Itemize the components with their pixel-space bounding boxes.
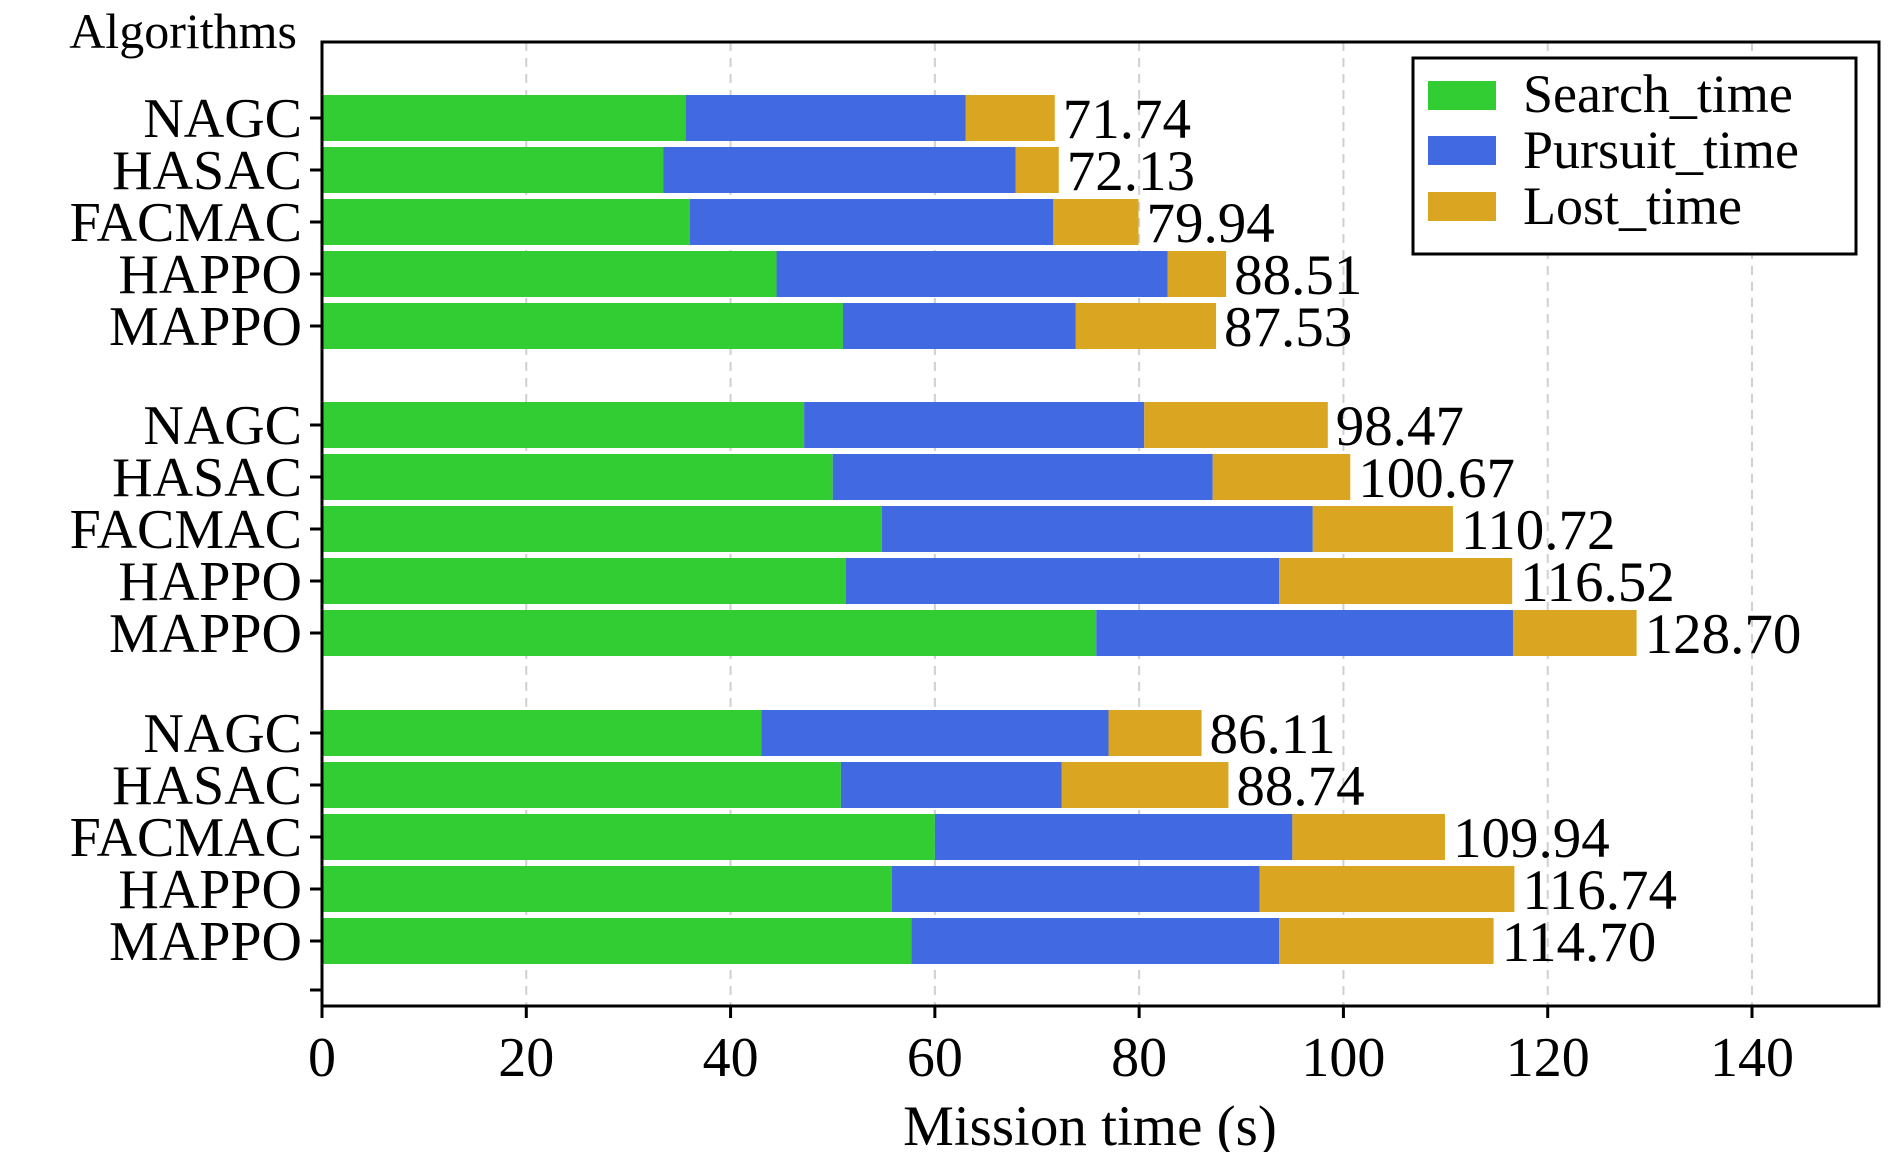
plot-frame	[320, 40, 1881, 1008]
bar-lost-g3-happo	[1259, 866, 1515, 912]
bar-lost-g2-hasac	[1212, 454, 1351, 500]
bar-pursuit-g2-nagc	[804, 402, 1145, 448]
category-label-g3-facmac: FACMAC	[70, 807, 302, 869]
bar-pursuit-g3-mappo	[911, 918, 1280, 964]
total-label-g2-facmac: 110.72	[1461, 499, 1616, 562]
category-label-g3-happo: HAPPO	[118, 859, 302, 921]
bar-lost-g2-mappo	[1512, 610, 1637, 656]
bar-lost-g1-happo	[1167, 251, 1227, 297]
bar-search-g2-hasac	[322, 454, 833, 500]
x-tick-label-140: 140	[1710, 1027, 1794, 1089]
bar-search-g1-hasac	[322, 147, 664, 193]
category-label-g3-mappo: MAPPO	[109, 911, 302, 973]
y-axis-ticks: NAGCHASACFACMACHAPPOMAPPONAGCHASACFACMAC…	[70, 88, 322, 992]
category-label-g1-nagc: NAGC	[143, 88, 302, 150]
x-tick-label-60: 60	[907, 1027, 963, 1089]
bar-pursuit-g2-happo	[845, 558, 1280, 604]
category-label-g2-hasac: HASAC	[112, 447, 302, 509]
bar-lost-g3-facmac	[1292, 814, 1445, 860]
bar-pursuit-g3-happo	[891, 866, 1260, 912]
bar-search-g2-mappo	[322, 610, 1097, 656]
category-label-g2-happo: HAPPO	[118, 551, 302, 613]
bar-pursuit-g1-happo	[776, 251, 1168, 297]
bar-lost-g3-mappo	[1279, 918, 1494, 964]
total-label-g1-hasac: 72.13	[1067, 140, 1195, 203]
total-label-g3-hasac: 88.74	[1236, 755, 1364, 818]
total-label-g2-nagc: 98.47	[1336, 395, 1464, 458]
bar-lost-g1-facmac	[1053, 199, 1139, 245]
total-label-g2-mappo: 128.70	[1645, 603, 1802, 666]
legend: Search_time Pursuit_time Lost_time	[1411, 56, 1858, 256]
bar-lost-g3-nagc	[1108, 710, 1202, 756]
bar-lost-g1-nagc	[965, 95, 1055, 141]
y-axis-title: Algorithms	[69, 3, 297, 59]
bar-pursuit-g2-mappo	[1096, 610, 1513, 656]
bar-search-g1-nagc	[322, 95, 686, 141]
bar-lost-g2-happo	[1279, 558, 1513, 604]
bar-search-g2-nagc	[322, 402, 805, 448]
total-label-g2-hasac: 100.67	[1358, 447, 1515, 510]
category-label-g1-hasac: HASAC	[112, 140, 302, 202]
bar-search-g2-facmac	[322, 506, 882, 552]
legend-swatch-search	[1428, 81, 1496, 110]
bar-search-g1-facmac	[322, 199, 690, 245]
x-tick-label-40: 40	[703, 1027, 759, 1089]
bar-lost-g2-nagc	[1144, 402, 1328, 448]
bar-pursuit-g2-hasac	[832, 454, 1213, 500]
bar-pursuit-g3-facmac	[934, 814, 1293, 860]
legend-label-pursuit: Pursuit_time	[1523, 120, 1799, 180]
category-label-g3-nagc: NAGC	[143, 703, 302, 765]
total-label-g3-mappo: 114.70	[1502, 911, 1657, 974]
x-tick-label-120: 120	[1506, 1027, 1590, 1089]
legend-swatch-pursuit	[1428, 136, 1496, 165]
total-label-g3-facmac: 109.94	[1453, 807, 1610, 870]
category-label-g1-facmac: FACMAC	[70, 192, 302, 254]
bar-pursuit-g1-nagc	[685, 95, 966, 141]
bar-search-g3-mappo	[322, 918, 912, 964]
total-label-g1-happo: 88.51	[1234, 244, 1362, 307]
legend-label-search: Search_time	[1523, 64, 1793, 124]
bar-pursuit-g1-mappo	[842, 303, 1076, 349]
bar-lost-g1-mappo	[1075, 303, 1217, 349]
bar-pursuit-g3-nagc	[761, 710, 1109, 756]
total-label-g3-happo: 116.74	[1522, 859, 1677, 922]
bar-search-g3-facmac	[322, 814, 935, 860]
legend-label-lost: Lost_time	[1523, 176, 1742, 236]
category-label-g2-facmac: FACMAC	[70, 499, 302, 561]
total-label-g2-happo: 116.52	[1520, 551, 1675, 614]
bar-lost-g1-hasac	[1015, 147, 1059, 193]
category-label-g2-mappo: MAPPO	[109, 603, 302, 665]
x-axis-title: Mission time (s)	[903, 1095, 1277, 1152]
bar-lost-g2-facmac	[1312, 506, 1453, 552]
bar-pursuit-g3-hasac	[840, 762, 1062, 808]
x-axis-ticks: 0 20 40 60 80 100 120 140	[308, 1006, 1794, 1089]
total-label-g3-nagc: 86.11	[1210, 703, 1336, 766]
legend-swatch-lost	[1428, 192, 1496, 221]
category-label-g3-hasac: HASAC	[112, 755, 302, 817]
total-label-g1-nagc: 71.74	[1063, 88, 1191, 151]
bar-pursuit-g1-facmac	[689, 199, 1054, 245]
category-label-g2-nagc: NAGC	[143, 395, 302, 457]
bar-search-g1-mappo	[322, 303, 843, 349]
category-label-g1-happo: HAPPO	[118, 244, 302, 306]
bar-search-g2-happo	[322, 558, 846, 604]
bar-pursuit-g1-hasac	[663, 147, 1016, 193]
bar-search-g3-hasac	[322, 762, 841, 808]
category-label-g1-mappo: MAPPO	[109, 296, 302, 358]
x-tick-label-100: 100	[1301, 1027, 1385, 1089]
bar-search-g3-nagc	[322, 710, 762, 756]
x-tick-label-80: 80	[1111, 1027, 1167, 1089]
total-label-g1-facmac: 79.94	[1147, 192, 1275, 255]
bar-search-g3-happo	[322, 866, 892, 912]
bar-search-g1-happo	[322, 251, 777, 297]
bar-pursuit-g2-facmac	[881, 506, 1313, 552]
x-tick-label-20: 20	[498, 1027, 554, 1089]
bar-lost-g3-hasac	[1061, 762, 1229, 808]
total-label-g1-mappo: 87.53	[1224, 296, 1352, 359]
x-tick-label-0: 0	[308, 1027, 336, 1089]
